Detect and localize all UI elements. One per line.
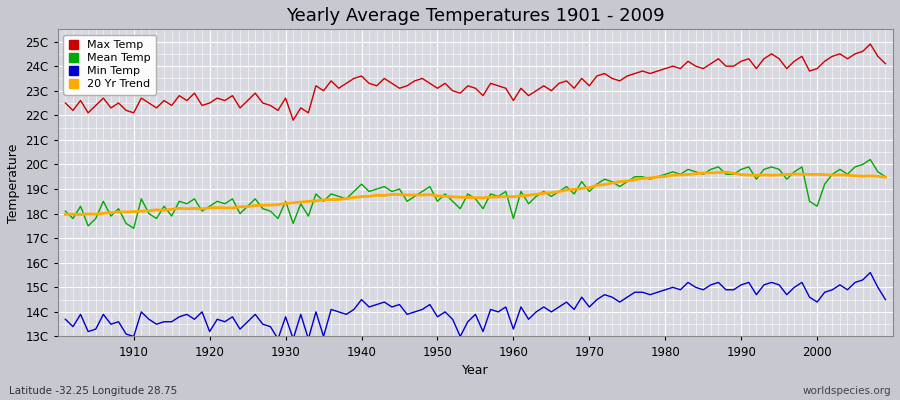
- Legend: Max Temp, Mean Temp, Min Temp, 20 Yr Trend: Max Temp, Mean Temp, Min Temp, 20 Yr Tre…: [63, 35, 156, 95]
- X-axis label: Year: Year: [462, 364, 489, 377]
- Title: Yearly Average Temperatures 1901 - 2009: Yearly Average Temperatures 1901 - 2009: [286, 7, 665, 25]
- Text: Latitude -32.25 Longitude 28.75: Latitude -32.25 Longitude 28.75: [9, 386, 177, 396]
- Text: worldspecies.org: worldspecies.org: [803, 386, 891, 396]
- Y-axis label: Temperature: Temperature: [7, 143, 20, 222]
